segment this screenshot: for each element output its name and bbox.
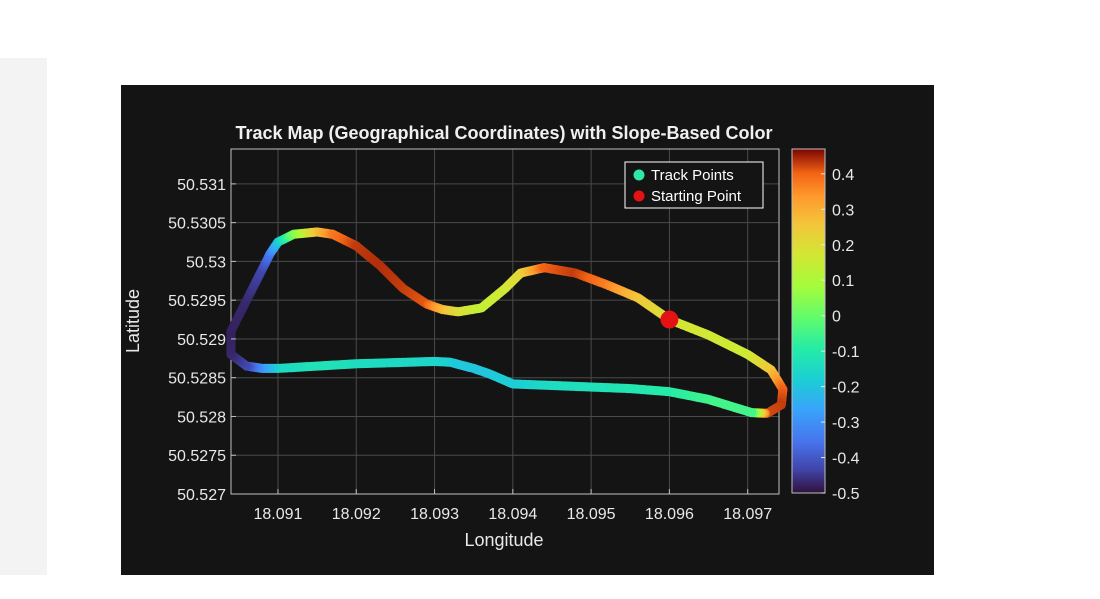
colorbar-gradient xyxy=(791,148,826,494)
legend-label-starting-point: Starting Point xyxy=(651,188,742,205)
chart-title: Track Map (Geographical Coordinates) wit… xyxy=(235,123,772,143)
y-tick-label: 50.5295 xyxy=(168,293,226,310)
x-ticks: 18.091 18.092 18.093 18.094 18.095 18.096 18.0… xyxy=(254,489,772,523)
x-tick-label: 18.095 xyxy=(567,506,616,523)
x-tick-label: 18.091 xyxy=(254,506,303,523)
starting-point-layer xyxy=(660,310,679,329)
y-tick-label: 50.527 xyxy=(177,487,226,504)
x-tick-label: 18.094 xyxy=(488,506,537,523)
colorbar-tick-label: 0 xyxy=(832,309,841,326)
chart-figure: Track Map (Geographical Coordinates) wit… xyxy=(121,85,934,575)
colorbar-tick-label: 0.4 xyxy=(832,167,854,184)
chart-svg: Track Map (Geographical Coordinates) wit… xyxy=(123,123,860,550)
y-axis-label: Latitude xyxy=(123,289,143,353)
x-tick-label: 18.093 xyxy=(410,506,459,523)
y-tick-label: 50.5275 xyxy=(168,448,226,465)
legend-marker-starting-point xyxy=(633,190,645,202)
y-ticks: 50.527 50.5275 50.528 50.5285 50.529 50.5295 5… xyxy=(168,177,236,504)
colorbar-tick-label: -0.1 xyxy=(832,344,860,361)
side-panel xyxy=(0,58,47,575)
legend: Track Points Starting Point xyxy=(624,161,764,209)
legend-label-track-points: Track Points xyxy=(651,167,734,184)
y-tick-label: 50.5305 xyxy=(168,216,226,233)
track-series xyxy=(226,227,788,418)
y-tick-label: 50.53 xyxy=(186,254,226,271)
x-axis-label: Longitude xyxy=(464,530,543,550)
colorbar-tick-label: -0.2 xyxy=(832,380,860,397)
x-tick-label: 18.097 xyxy=(723,506,772,523)
legend-box xyxy=(624,161,764,209)
x-tick-label: 18.096 xyxy=(645,506,694,523)
legend-marker-track-points xyxy=(633,169,645,181)
y-tick-label: 50.528 xyxy=(177,409,226,426)
colorbar-tick-label: -0.4 xyxy=(832,451,860,468)
y-tick-label: 50.5285 xyxy=(168,371,226,388)
colorbar-tick-label: -0.3 xyxy=(832,415,860,432)
y-tick-label: 50.529 xyxy=(177,332,226,349)
starting-point-marker xyxy=(660,310,679,329)
colorbar: 0.4 0.3 0.2 0.1 0 -0.1 -0.2 -0.3 -0.4 -0.5 xyxy=(791,148,860,503)
colorbar-tick-label: 0.3 xyxy=(832,202,854,219)
y-tick-label: 50.531 xyxy=(177,177,226,194)
colorbar-tick-label: 0.1 xyxy=(832,273,854,290)
colorbar-tick-label: -0.5 xyxy=(832,486,860,503)
colorbar-ticks: 0.4 0.3 0.2 0.1 0 -0.1 -0.2 -0.3 -0.4 -0.5 xyxy=(821,167,860,503)
x-tick-label: 18.092 xyxy=(332,506,381,523)
colorbar-tick-label: 0.2 xyxy=(832,238,854,255)
